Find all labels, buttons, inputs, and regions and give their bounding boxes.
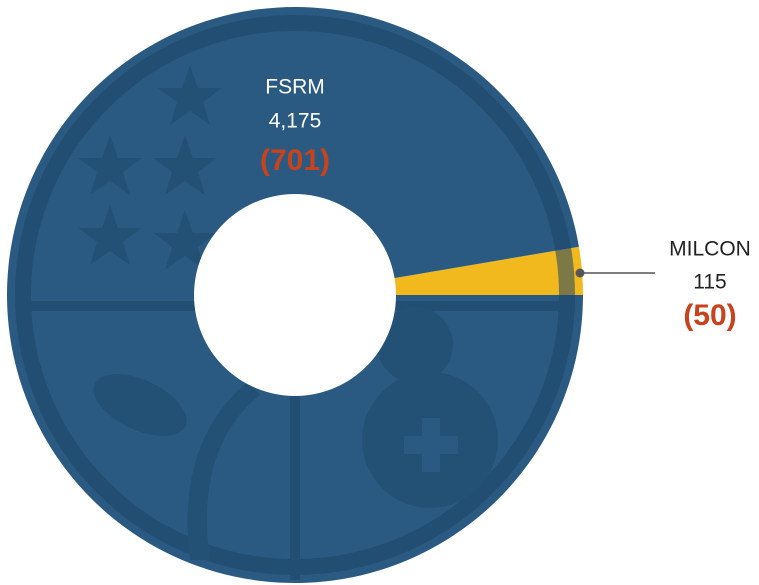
decoration — [15, 15, 575, 580]
slice-name: FSRM — [265, 76, 325, 99]
hole — [194, 194, 396, 396]
change-label: (701) — [260, 144, 330, 177]
cross — [404, 418, 458, 472]
donut-slice — [393, 246, 583, 295]
star — [153, 210, 217, 270]
leader-dot — [575, 268, 585, 278]
star — [78, 205, 142, 265]
plant — [187, 380, 260, 560]
change-label: (50) — [683, 299, 736, 332]
leaf — [93, 374, 187, 436]
value-label: 4,175 — [269, 110, 322, 133]
value-label: 115 — [693, 271, 726, 294]
star — [78, 135, 142, 195]
gear — [377, 307, 453, 383]
slice-name: MILCON — [669, 238, 751, 261]
star — [153, 135, 217, 195]
star — [158, 65, 222, 125]
